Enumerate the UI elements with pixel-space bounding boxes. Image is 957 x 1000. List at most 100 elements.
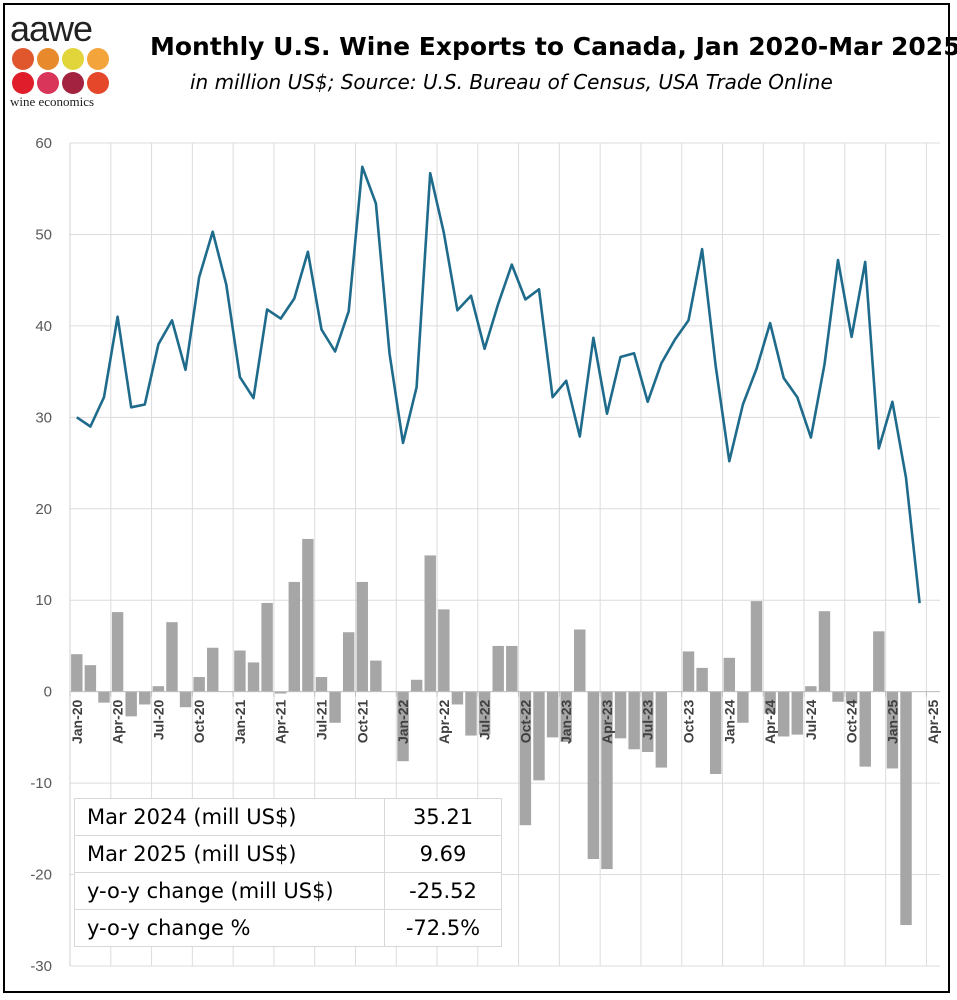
yoy-change-bar [111, 612, 124, 692]
yoy-change-bar [125, 691, 137, 717]
yoy-change-bar [370, 660, 382, 692]
yoy-change-bar [560, 691, 572, 742]
yoy-change-bar [506, 645, 518, 692]
yoy-change-bar [682, 651, 695, 692]
summary-row: y-o-y change % -72.5% [74, 909, 502, 947]
y-tick-label: 20 [35, 501, 52, 518]
y-tick-label: -20 [30, 867, 52, 884]
chart-subtitle: in million US$; Source: U.S. Bureau of C… [190, 70, 833, 94]
yoy-change-bar [193, 677, 205, 692]
x-tick-label: Jan-23 [558, 699, 574, 744]
yoy-change-bar [342, 632, 355, 692]
y-tick-label: -30 [30, 958, 52, 975]
yoy-change-bar [492, 645, 504, 692]
logo-dot [12, 72, 34, 94]
x-tick-label: Apr-21 [273, 699, 289, 744]
summary-label: y-o-y change (mill US$) [74, 872, 385, 910]
x-tick-label: Jan-25 [884, 699, 900, 744]
yoy-change-bar [410, 679, 423, 692]
x-tick-label: Jan-22 [395, 699, 411, 744]
logo-dots-icon [12, 48, 112, 94]
x-tick-label: Jul-22 [477, 699, 493, 740]
y-tick-label: 40 [35, 318, 52, 335]
y-tick-label: 50 [35, 226, 52, 243]
yoy-change-bar [519, 691, 532, 826]
yoy-change-bar [438, 609, 450, 692]
summary-table: Mar 2024 (mill US$) 35.21 Mar 2025 (mill U… [74, 798, 502, 947]
yoy-change-bar [234, 650, 246, 692]
yoy-change-bar [98, 691, 110, 703]
yoy-change-bar [601, 691, 613, 870]
yoy-change-bar [818, 611, 831, 692]
yoy-change-bar [859, 691, 871, 767]
x-tick-label: Oct-20 [191, 699, 207, 743]
yoy-change-bar [546, 691, 559, 738]
x-tick-label: Jul-21 [313, 699, 329, 740]
x-tick-label: Jan-24 [721, 699, 737, 744]
yoy-change-bar [805, 686, 817, 692]
y-tick-label: 0 [44, 684, 52, 701]
x-tick-label: Oct-22 [517, 699, 533, 743]
logo-dot [62, 72, 84, 94]
logo-wordmark: aawe [10, 8, 93, 49]
yoy-change-bar [166, 622, 178, 692]
yoy-change-bar [71, 654, 83, 692]
yoy-change-bar [247, 662, 260, 692]
yoy-change-bar [261, 602, 273, 692]
x-tick-label: Jul-24 [803, 699, 819, 740]
y-tick-label: -10 [30, 775, 52, 792]
yoy-change-bar [84, 665, 97, 692]
yoy-change-bar [478, 691, 491, 735]
yoy-change-bar [315, 677, 328, 692]
x-tick-label: Apr-23 [599, 699, 615, 744]
logo-dot [87, 72, 109, 94]
y-tick-label: 30 [35, 409, 52, 426]
logo-dot [62, 48, 84, 70]
logo-dot [37, 48, 59, 70]
yoy-change-bar [709, 691, 722, 774]
chart-title: Monthly U.S. Wine Exports to Canada, Jan… [150, 32, 957, 61]
yoy-change-bar [750, 601, 763, 692]
yoy-change-bar [207, 647, 219, 692]
yoy-change-bar [288, 581, 301, 692]
x-tick-label: Apr-25 [925, 699, 941, 744]
yoy-change-bar [886, 691, 899, 769]
y-tick-label: 60 [35, 135, 52, 152]
x-tick-label: Oct-21 [354, 699, 370, 743]
yoy-change-bar [139, 691, 151, 705]
yoy-change-bar [791, 691, 803, 735]
summary-label: y-o-y change % [74, 909, 385, 947]
exports-line [76, 165, 921, 604]
summary-row: Mar 2025 (mill US$) 9.69 [74, 835, 502, 873]
yoy-change-bar [587, 691, 600, 860]
yoy-change-bar [397, 691, 409, 762]
x-tick-label: Jul-23 [640, 699, 656, 740]
x-tick-label: Jan-20 [69, 699, 85, 744]
yoy-change-bar [152, 686, 165, 692]
yoy-change-bar [424, 555, 436, 692]
x-tick-label: Apr-22 [436, 699, 452, 744]
yoy-change-bar [533, 691, 545, 781]
logo-dot [87, 48, 109, 70]
yoy-change-bar [777, 691, 790, 737]
summary-label: Mar 2024 (mill US$) [74, 798, 385, 836]
yoy-change-bar [832, 691, 844, 702]
yoy-change-bar [614, 691, 627, 739]
yoy-change-bar [274, 691, 287, 694]
yoy-change-bar [356, 581, 368, 692]
yoy-change-bar [873, 631, 885, 692]
summary-row: y-o-y change (mill US$) -25.52 [74, 872, 502, 910]
yoy-change-bar [737, 691, 749, 723]
x-tick-label: Jan-21 [232, 699, 248, 744]
x-tick-label: Oct-24 [844, 699, 860, 743]
summary-row: Mar 2024 (mill US$) 35.21 [74, 798, 502, 836]
aawe-logo: aawe wine economics [10, 8, 120, 109]
yoy-change-bar [696, 667, 708, 692]
yoy-change-bar [179, 691, 192, 708]
summary-value: -72.5% [384, 909, 502, 947]
yoy-change-bar [655, 691, 668, 768]
summary-value: 35.21 [384, 798, 502, 836]
x-tick-label: Oct-23 [681, 699, 697, 743]
logo-dot [37, 72, 59, 94]
